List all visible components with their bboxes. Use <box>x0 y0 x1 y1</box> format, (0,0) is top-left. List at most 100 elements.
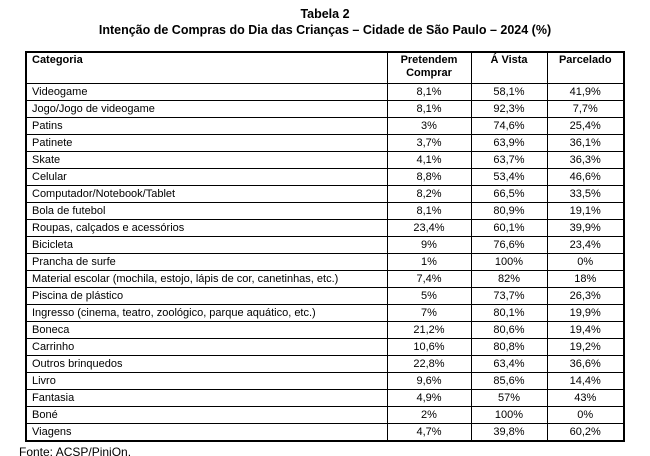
table-row: Boné 2% 100% 0% <box>25 406 625 424</box>
value-cell: 8,8% <box>386 168 472 186</box>
value-cell: 57% <box>470 389 548 407</box>
value-cell: 22,8% <box>386 355 472 373</box>
category-cell: Piscina de plástico <box>25 287 388 305</box>
value-cell: 26,3% <box>546 287 625 305</box>
table-caption: Tabela 2 Intenção de Compras do Dia das … <box>0 0 650 38</box>
category-cell: Viagens <box>25 423 388 442</box>
table-row: Patinete 3,7% 63,9% 36,1% <box>25 134 625 152</box>
value-cell: 41,9% <box>546 83 625 101</box>
table-row: Computador/Notebook/Tablet 8,2% 66,5% 33,5% <box>25 185 625 203</box>
value-cell: 82% <box>470 270 548 288</box>
table-row: Prancha de surfe 1% 100% 0% <box>25 253 625 271</box>
column-header-parcelado: Parcelado <box>546 51 625 84</box>
value-cell: 43% <box>546 389 625 407</box>
value-cell: 46,6% <box>546 168 625 186</box>
value-cell: 19,9% <box>546 304 625 322</box>
value-cell: 39,9% <box>546 219 625 237</box>
value-cell: 23,4% <box>386 219 472 237</box>
table-row: Patins 3% 74,6% 25,4% <box>25 117 625 135</box>
category-cell: Fantasia <box>25 389 388 407</box>
value-cell: 8,1% <box>386 202 472 220</box>
purchase-intention-table: Categoria Pretendem Comprar Á Vista Parc… <box>25 51 625 442</box>
value-cell: 53,4% <box>470 168 548 186</box>
column-header-pretendem-comprar: Pretendem Comprar <box>386 51 472 84</box>
table-row: Videogame 8,1% 58,1% 41,9% <box>25 83 625 101</box>
category-cell: Outros brinquedos <box>25 355 388 373</box>
value-cell: 85,6% <box>470 372 548 390</box>
value-cell: 74,6% <box>470 117 548 135</box>
value-cell: 76,6% <box>470 236 548 254</box>
value-cell: 63,7% <box>470 151 548 169</box>
category-cell: Material escolar (mochila, estojo, lápis… <box>25 270 388 288</box>
table-row: Ingresso (cinema, teatro, zoológico, par… <box>25 304 625 322</box>
category-cell: Bola de futebol <box>25 202 388 220</box>
category-cell: Computador/Notebook/Tablet <box>25 185 388 203</box>
table-row: Livro 9,6% 85,6% 14,4% <box>25 372 625 390</box>
value-cell: 3,7% <box>386 134 472 152</box>
value-cell: 2% <box>386 406 472 424</box>
table-row: Celular 8,8% 53,4% 46,6% <box>25 168 625 186</box>
table-row: Outros brinquedos 22,8% 63,4% 36,6% <box>25 355 625 373</box>
value-cell: 3% <box>386 117 472 135</box>
value-cell: 63,9% <box>470 134 548 152</box>
category-cell: Livro <box>25 372 388 390</box>
value-cell: 100% <box>470 253 548 271</box>
value-cell: 5% <box>386 287 472 305</box>
value-cell: 18% <box>546 270 625 288</box>
category-cell: Celular <box>25 168 388 186</box>
value-cell: 60,1% <box>470 219 548 237</box>
table-row: Skate 4,1% 63,7% 36,3% <box>25 151 625 169</box>
table-subtitle: Intenção de Compras do Dia das Crianças … <box>98 23 552 37</box>
value-cell: 66,5% <box>470 185 548 203</box>
value-cell: 14,4% <box>546 372 625 390</box>
category-cell: Skate <box>25 151 388 169</box>
table-row: Bola de futebol 8,1% 80,9% 19,1% <box>25 202 625 220</box>
value-cell: 25,4% <box>546 117 625 135</box>
table-row: Piscina de plástico 5% 73,7% 26,3% <box>25 287 625 305</box>
value-cell: 0% <box>546 406 625 424</box>
value-cell: 33,5% <box>546 185 625 203</box>
category-cell: Patinete <box>25 134 388 152</box>
value-cell: 10,6% <box>386 338 472 356</box>
value-cell: 4,9% <box>386 389 472 407</box>
value-cell: 36,1% <box>546 134 625 152</box>
value-cell: 58,1% <box>470 83 548 101</box>
category-cell: Videogame <box>25 83 388 101</box>
value-cell: 9% <box>386 236 472 254</box>
table-row: Bicicleta 9% 76,6% 23,4% <box>25 236 625 254</box>
value-cell: 0% <box>546 253 625 271</box>
value-cell: 73,7% <box>470 287 548 305</box>
value-cell: 63,4% <box>470 355 548 373</box>
table-row: Fantasia 4,9% 57% 43% <box>25 389 625 407</box>
value-cell: 4,7% <box>386 423 472 442</box>
column-header-categoria: Categoria <box>25 51 388 84</box>
value-cell: 1% <box>386 253 472 271</box>
table-row: Carrinho 10,6% 80,8% 19,2% <box>25 338 625 356</box>
value-cell: 7,4% <box>386 270 472 288</box>
category-cell: Boné <box>25 406 388 424</box>
category-cell: Boneca <box>25 321 388 339</box>
value-cell: 23,4% <box>546 236 625 254</box>
value-cell: 80,6% <box>470 321 548 339</box>
category-cell: Bicicleta <box>25 236 388 254</box>
value-cell: 19,2% <box>546 338 625 356</box>
header-row: Categoria Pretendem Comprar Á Vista Parc… <box>25 51 625 84</box>
value-cell: 21,2% <box>386 321 472 339</box>
value-cell: 80,9% <box>470 202 548 220</box>
value-cell: 39,8% <box>470 423 548 442</box>
source-note: Fonte: ACSP/PiniOn. <box>19 445 132 456</box>
value-cell: 80,1% <box>470 304 548 322</box>
category-cell: Carrinho <box>25 338 388 356</box>
value-cell: 19,1% <box>546 202 625 220</box>
table-body: Videogame 8,1% 58,1% 41,9% Jogo/Jogo de vide… <box>25 83 625 442</box>
value-cell: 80,8% <box>470 338 548 356</box>
value-cell: 7,7% <box>546 100 625 118</box>
table-header: Categoria Pretendem Comprar Á Vista Parc… <box>25 51 625 84</box>
table-row: Boneca 21,2% 80,6% 19,4% <box>25 321 625 339</box>
table-row: Roupas, calçados e acessórios 23,4% 60,1% 3… <box>25 219 625 237</box>
table-number-title: Tabela 2 <box>300 7 350 21</box>
category-cell: Roupas, calçados e acessórios <box>25 219 388 237</box>
column-header-a-vista: Á Vista <box>470 51 548 84</box>
value-cell: 36,3% <box>546 151 625 169</box>
